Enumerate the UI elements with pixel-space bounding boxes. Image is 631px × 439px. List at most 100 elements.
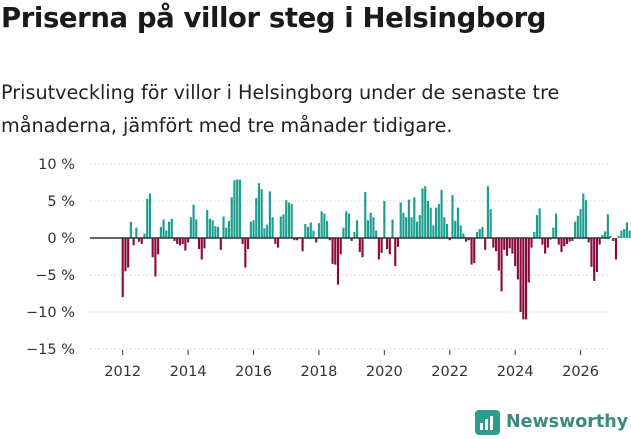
bar [268,191,271,238]
bar [377,238,380,260]
bar [361,238,364,258]
bar [503,238,506,250]
bar [394,238,397,267]
bar [206,209,209,238]
bar [282,214,285,238]
bar [214,226,217,238]
bar [306,226,310,238]
bar [241,238,244,244]
bar [579,209,582,238]
bar [290,203,293,238]
x-tick-label: 2014 [170,364,207,380]
bar [219,238,222,250]
bar [225,227,228,238]
bar [323,213,326,238]
bar [429,207,432,238]
bar [604,231,607,238]
bar [407,199,410,238]
bar [173,238,176,241]
bar [143,233,146,238]
bar [356,220,359,238]
bar [497,238,500,271]
bar [620,230,623,238]
bar [203,238,206,249]
x-tick-label: 2024 [497,364,534,380]
x-tick-label: 2016 [235,364,272,380]
bar [260,189,263,238]
bar [154,238,157,277]
x-tick-label: 2018 [300,364,337,380]
bar [560,238,563,253]
bar [211,220,214,238]
y-tick-label: −15 % [26,342,75,358]
bar [233,180,236,238]
bar [445,223,449,238]
bar [598,238,601,245]
bar [222,216,225,238]
bar [396,238,400,247]
bar [552,227,555,238]
bar [151,238,154,258]
bar [492,238,495,248]
bar [334,238,337,265]
bar [448,238,451,241]
bar [565,238,569,244]
bar [584,200,588,238]
bar [184,238,187,251]
bar [244,238,247,268]
bar [312,230,315,238]
bar [189,217,192,238]
bar [456,207,459,238]
bar [478,229,481,238]
bar [388,238,391,255]
x-tick-label: 2022 [431,364,468,380]
bar [481,226,484,238]
bar [304,223,307,238]
bar [484,238,487,250]
y-tick-label: 10 % [38,157,75,173]
bar [148,193,152,238]
bar [582,193,585,238]
y-tick-label: −10 % [26,305,75,321]
bar [135,227,138,238]
chart-title: Priserna på villor steg i Helsingborg [1,2,547,34]
bar [535,215,539,238]
bar [541,238,544,245]
bar [301,238,304,252]
bar [146,198,149,238]
grid-lines [90,163,610,350]
bar [614,238,618,260]
bar [522,238,525,320]
bar [347,213,350,238]
bar [266,224,269,238]
bar [505,238,509,256]
bar [421,188,424,238]
bar [609,235,612,238]
bar [625,222,628,238]
bar [432,225,435,238]
bar [217,226,220,238]
bar [208,218,211,238]
bar [426,201,430,238]
bar [358,238,361,253]
brand-name: Newsworthy [506,412,629,432]
bar [527,238,530,283]
y-tick-label: 0 % [47,231,75,247]
bar [451,195,454,238]
bar [127,238,130,268]
bar [176,238,179,244]
bar [628,230,631,238]
bar [192,204,195,238]
bar [617,235,620,238]
bar [159,226,162,238]
bar [473,238,476,264]
bar [181,238,184,244]
y-tick-label: 5 % [47,194,75,210]
bar [606,214,609,238]
bar [380,238,383,253]
bar [187,238,190,243]
bar [538,208,541,238]
bar [465,238,468,242]
bar [178,238,181,246]
bar [554,213,558,238]
